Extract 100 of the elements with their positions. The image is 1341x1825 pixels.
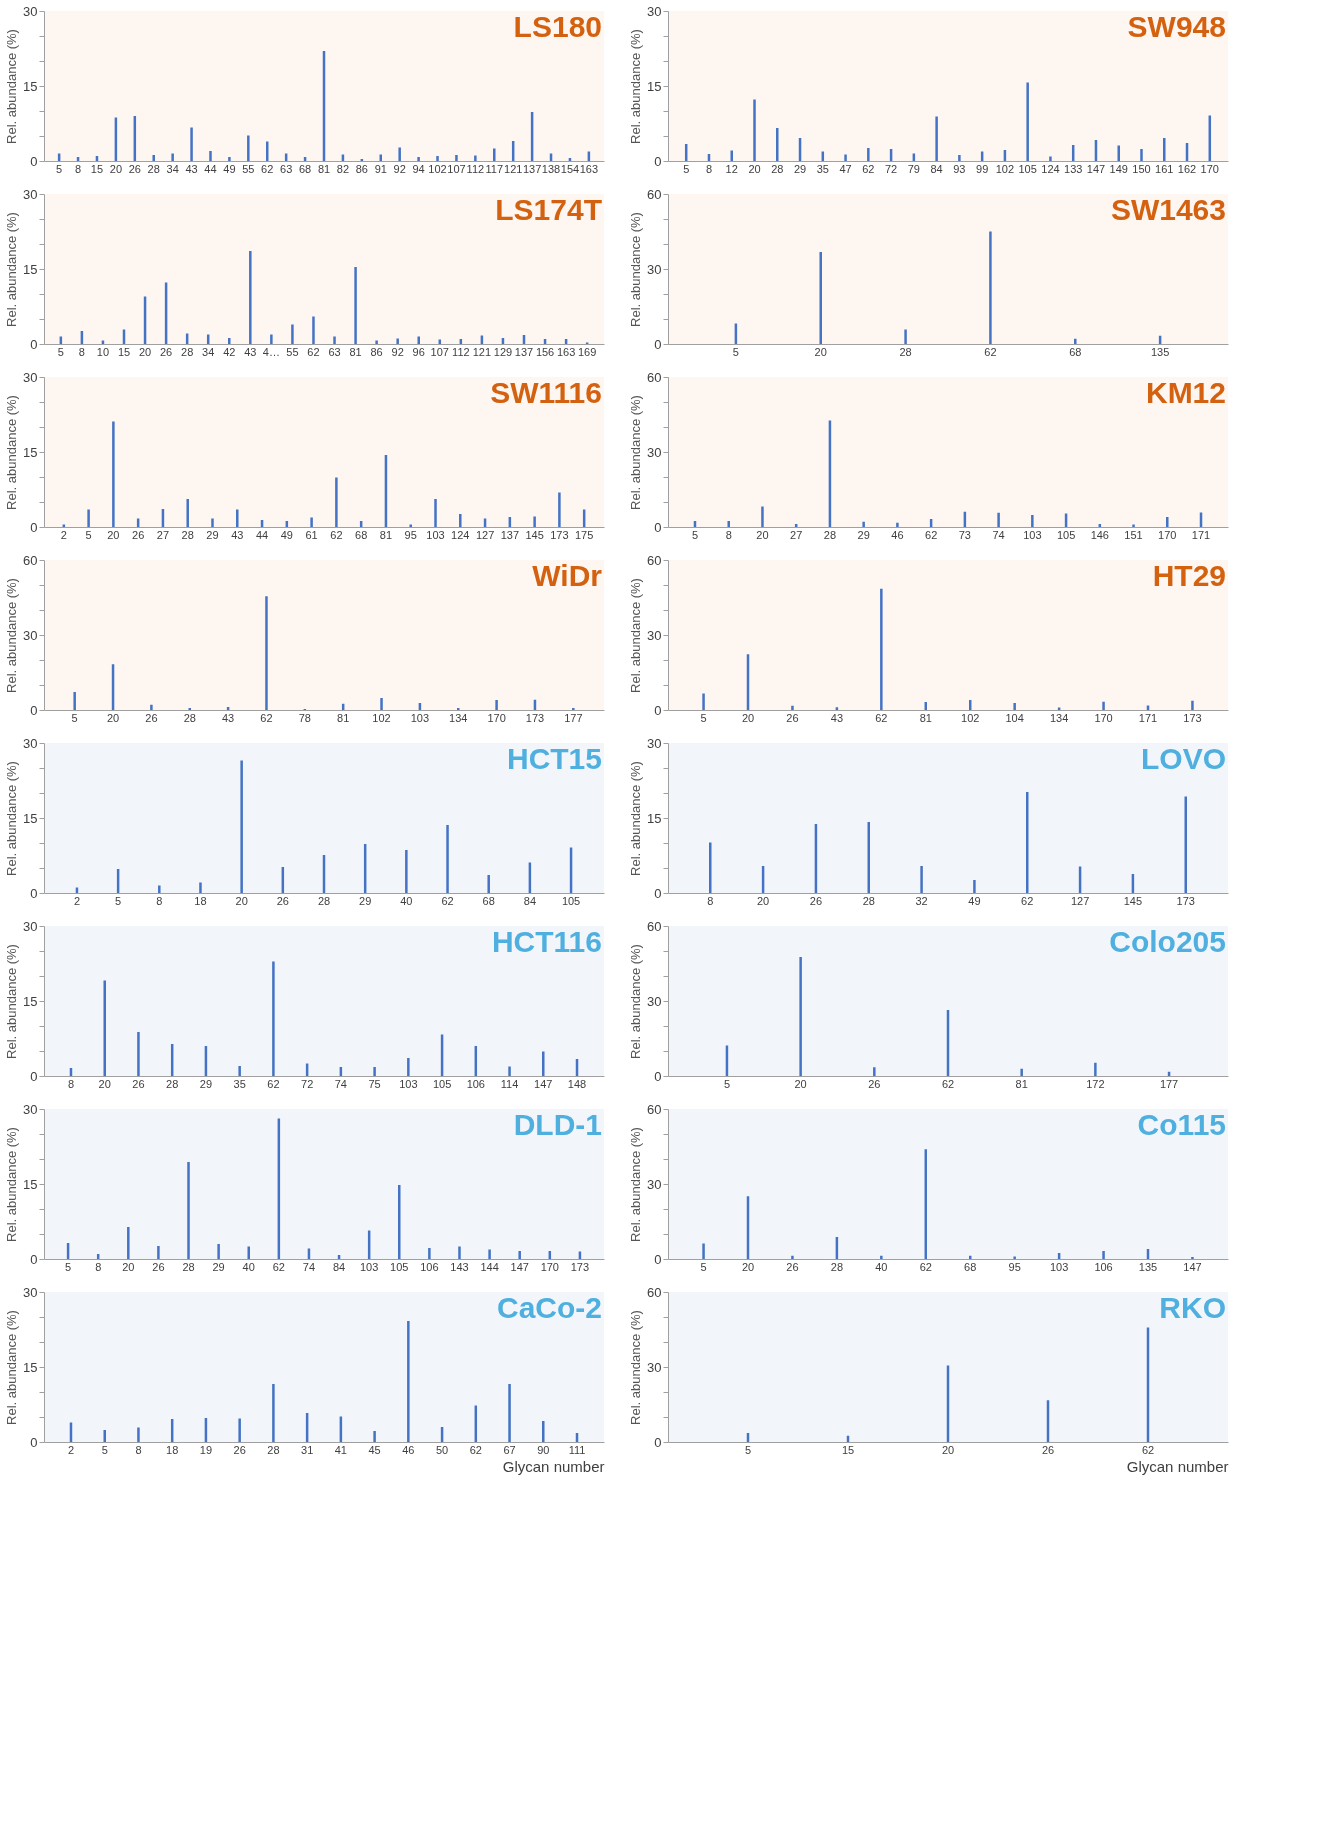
x-tick-label: 62 [261, 162, 274, 175]
x-tick-label: 102 [372, 711, 391, 724]
x-tick-label: 170 [540, 1260, 559, 1273]
bar [249, 251, 252, 344]
y-tick-label: 60 [647, 1284, 662, 1300]
x-tick-label: 145 [525, 528, 544, 541]
y-tick-label: 0 [30, 336, 38, 352]
x-tick-label: 90 [537, 1443, 550, 1456]
x-tick-label: 107 [430, 345, 449, 358]
x-tick-label: 81 [337, 711, 350, 724]
x-tick-label: 43 [185, 162, 198, 175]
x-tick-label: 162 [1177, 162, 1197, 175]
y-tick-label: 15 [23, 1359, 38, 1375]
bar [862, 521, 865, 527]
y-tick-label: 30 [23, 918, 38, 934]
x-tick-label: 35 [233, 1077, 246, 1090]
x-tick-label: 170 [1158, 528, 1177, 541]
y-tick-label: 30 [647, 735, 662, 751]
bar [488, 1249, 491, 1259]
x-tick-label: 91 [374, 162, 387, 175]
x-tick-label: 35 [816, 162, 829, 175]
bar [398, 1185, 401, 1259]
x-tick-label: 86 [355, 162, 368, 175]
bar [150, 704, 153, 710]
bar [920, 866, 923, 893]
x-tick-label: 28 [771, 162, 784, 175]
bar [1049, 156, 1052, 161]
bar [997, 512, 1000, 527]
x-tick-label: 154 [560, 162, 580, 175]
x-tick-label: 62 [441, 894, 454, 907]
x-tick-label: 81 [1015, 1077, 1028, 1090]
bar [542, 1421, 545, 1442]
x-tick-label: 19 [199, 1443, 213, 1456]
bar [1074, 338, 1077, 344]
bar [187, 1162, 190, 1259]
bar [1094, 1062, 1097, 1076]
y-tick-label: 30 [647, 1359, 662, 1375]
x-tick-label: 29 [793, 162, 807, 175]
x-tick-label: 20 [98, 1077, 111, 1090]
bar [776, 128, 779, 161]
x-tick-label: 43 [244, 345, 257, 358]
x-tick-label: 18 [194, 894, 207, 907]
y-tick-label: 0 [30, 1434, 38, 1450]
bar [373, 1067, 376, 1076]
y-axis-title: Rel. abundance (%) [628, 761, 644, 876]
x-tick-label: 15 [90, 162, 104, 175]
x-tick-label: 127 [1070, 894, 1090, 907]
x-tick-label: 112 [452, 345, 470, 358]
x-tick-label: 74 [992, 528, 1005, 541]
y-tick-label: 15 [23, 78, 38, 94]
x-tick-label: 84 [332, 1260, 346, 1273]
x-tick-label: 20 [748, 162, 761, 175]
x-tick-label: 137 [514, 345, 534, 358]
bar [417, 336, 420, 344]
x-tick-label: 28 [166, 1077, 179, 1090]
bar [508, 1384, 511, 1442]
x-tick-label: 135 [1138, 1260, 1158, 1273]
x-tick-label: 28 [183, 711, 196, 724]
x-tick-label: 8 [95, 1260, 102, 1273]
y-tick-label: 30 [647, 261, 662, 277]
y-axis-title: Rel. abundance (%) [4, 578, 20, 693]
x-tick-label: 20 [741, 711, 755, 724]
x-tick-label: 177 [1159, 1077, 1179, 1090]
x-tick-label: 15 [841, 1443, 855, 1456]
x-tick-label: 134 [1049, 711, 1069, 724]
bar [1031, 515, 1034, 527]
x-tick-label: 105 [561, 894, 581, 907]
bar [844, 154, 847, 161]
y-tick-label: 30 [647, 3, 662, 19]
x-tick-label: 15 [117, 345, 131, 358]
x-tick-label: 40 [400, 894, 413, 907]
x-tick-label: 103 [399, 1077, 418, 1090]
x-tick-label: 43 [830, 711, 844, 724]
x-tick-label: 34 [166, 162, 179, 175]
y-tick-label: 15 [647, 78, 662, 94]
x-tick-label: 28 [182, 1260, 195, 1273]
y-tick-label: 15 [647, 810, 662, 826]
x-tick-label: 49 [280, 528, 293, 541]
bar [459, 514, 462, 527]
x-tick-label: 29 [206, 528, 219, 541]
y-axis-title: Rel. abundance (%) [4, 395, 20, 510]
y-tick-label: 0 [654, 1251, 662, 1267]
y-tick-label: 30 [23, 1284, 38, 1300]
x-tick-label: 28 [823, 528, 837, 541]
x-tick-label: 2 [73, 894, 80, 907]
bar [533, 516, 536, 527]
x-tick-label: 107 [447, 162, 466, 175]
bar [493, 148, 496, 161]
bar [228, 157, 231, 161]
y-tick-label: 30 [23, 735, 38, 751]
bar [199, 882, 202, 893]
x-tick-label: 62 [875, 711, 888, 724]
x-tick-label: 82 [336, 162, 350, 175]
chart-title: HT29 [1152, 559, 1226, 592]
y-tick-label: 0 [654, 885, 662, 901]
x-tick-label: 62 [925, 528, 938, 541]
bar [236, 509, 239, 527]
y-axis-title: Rel. abundance (%) [4, 1127, 20, 1242]
bar [247, 1246, 250, 1259]
y-tick-label: 30 [647, 993, 662, 1009]
